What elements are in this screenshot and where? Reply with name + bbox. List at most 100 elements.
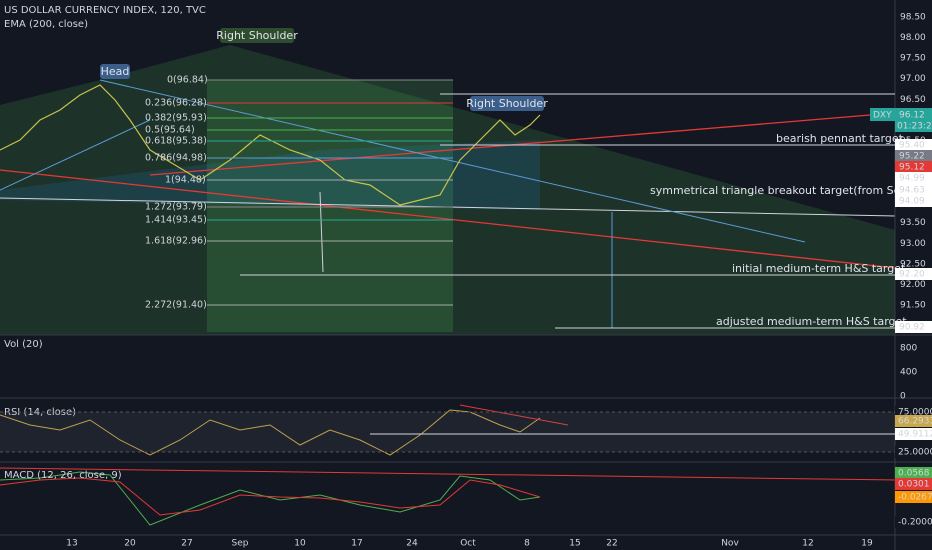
price-tag — [895, 161, 932, 173]
volume-tick-label: 0 — [900, 392, 906, 402]
price-tag — [895, 139, 932, 151]
macd-tick-label: 0.0301 — [898, 480, 930, 490]
price-tag-label: 94.99 — [899, 174, 925, 184]
date-label: 20 — [124, 539, 136, 549]
rsi-band — [0, 412, 895, 452]
chart-title: US DOLLAR CURRENCY INDEX, 120, TVC — [4, 5, 206, 16]
annotation: adjusted medium-term H&S target — [716, 315, 907, 328]
price-tick-label: 91.50 — [900, 300, 926, 310]
rsi-tick-label: 66.2933 — [898, 417, 932, 427]
date-label: Nov — [721, 539, 739, 549]
annotation: bearish pennant target — [776, 132, 904, 145]
date-label: 22 — [606, 539, 617, 549]
price-tick-label: 96.50 — [900, 95, 926, 105]
price-tag-label: 90.92 — [899, 323, 925, 333]
rsi-line — [0, 409, 541, 456]
volume-tick-label: 400 — [900, 368, 917, 378]
price-tick-label: 93.50 — [900, 218, 926, 228]
macd-trend — [0, 467, 896, 481]
price-tag — [895, 321, 932, 333]
date-label: 24 — [406, 539, 418, 549]
price-tick-label: 97.50 — [900, 54, 926, 64]
fib-label: 0.236(96.28) — [145, 98, 207, 109]
annotation: Right Shoulder — [466, 97, 548, 110]
countdown: 01:23:28 — [897, 122, 932, 132]
price-tag-label: 94.63 — [899, 186, 925, 196]
rsi-tick-label: 75.0000 — [898, 408, 932, 418]
fib-label: 1.272(93.79) — [145, 202, 207, 213]
pane-label: RSI (14, close) — [4, 407, 76, 418]
price-tag-label: 92.20 — [899, 270, 925, 280]
rsi-tick-label: 49.9112 — [898, 430, 932, 440]
price-tick-label: 98.00 — [900, 33, 926, 43]
symbol-tag — [870, 108, 895, 121]
fib-label: 0.786(94.98) — [145, 153, 207, 164]
last-price: 96.12 — [899, 111, 925, 121]
price-tick-label: 92.50 — [900, 259, 926, 269]
badge — [470, 96, 544, 111]
price-tick-label: 92.00 — [900, 280, 926, 290]
date-label: 12 — [802, 539, 813, 549]
macd-tick-label: -0.2000 — [898, 518, 932, 528]
annotation: initial medium-term H&S target — [732, 262, 906, 275]
fib-label: 1(94.48) — [165, 175, 206, 186]
date-label: 15 — [569, 539, 580, 549]
date-label: Sep — [232, 539, 249, 549]
price-tag — [895, 172, 932, 184]
volume-tick-label: 800 — [900, 344, 917, 354]
rsi-tag — [895, 415, 932, 427]
trend-line — [99, 79, 806, 243]
price-tag — [895, 184, 932, 196]
price-tag-label: 95.40 — [899, 141, 925, 151]
fib-label: 1.414(93.45) — [145, 215, 207, 226]
price-tag — [895, 150, 932, 162]
fib-label: 1.618(92.96) — [145, 236, 207, 247]
date-label: 10 — [294, 539, 306, 549]
price-tick-label: 93.00 — [900, 239, 926, 249]
date-label: 27 — [181, 539, 192, 549]
ema-line — [0, 119, 151, 191]
price-tag-label: 94.09 — [899, 197, 925, 207]
price-line — [0, 84, 541, 206]
fib-label: 2.272(91.40) — [145, 300, 207, 311]
macd-tick-label: 0.0568 — [898, 469, 930, 479]
fib-label: 0.382(95.93) — [145, 113, 207, 124]
macd-tag — [895, 516, 932, 528]
badge — [220, 28, 294, 43]
annotation: symmetrical triangle breakout target(fro… — [650, 184, 912, 197]
price-tag — [895, 195, 932, 207]
macd-tick-label: -0.0267 — [898, 493, 932, 503]
arrow — [319, 191, 324, 273]
price-tick-label: 97.00 — [900, 74, 926, 84]
badge — [100, 64, 130, 79]
macd-tag — [895, 478, 932, 490]
indicator-label: EMA (200, close) — [4, 19, 88, 30]
annotation: Right Shoulder — [216, 29, 298, 42]
symbol-label: DXY — [873, 111, 892, 121]
pane-label: MACD (12, 26, close, 9) — [4, 470, 122, 481]
date-label: 17 — [351, 539, 362, 549]
date-label: 13 — [66, 539, 77, 549]
signal-line — [0, 477, 541, 516]
price-tag-label: 95.22 — [899, 152, 925, 162]
date-label: 19 — [861, 539, 873, 549]
annotation: Head — [101, 65, 130, 78]
price-tag — [895, 268, 932, 280]
fib-label: 0(96.84) — [167, 75, 208, 86]
macd-tag — [895, 467, 932, 479]
trend-line — [0, 169, 896, 269]
price-tick-label: 98.50 — [900, 13, 926, 23]
rsi-trend — [459, 404, 569, 426]
rsi-tag — [895, 428, 932, 440]
date-label: Oct — [460, 539, 476, 549]
rsi-tick-label: 25.0000 — [898, 448, 932, 458]
price-tag-label: 95.12 — [899, 163, 925, 173]
date-label: 8 — [524, 539, 530, 549]
fib-label: 0.618(95.38) — [145, 136, 207, 147]
last-price-tag — [895, 108, 932, 132]
rsi-tag — [895, 446, 932, 458]
pane-label: Vol (20) — [4, 339, 43, 350]
fib-label: 0.5(95.64) — [145, 125, 195, 136]
